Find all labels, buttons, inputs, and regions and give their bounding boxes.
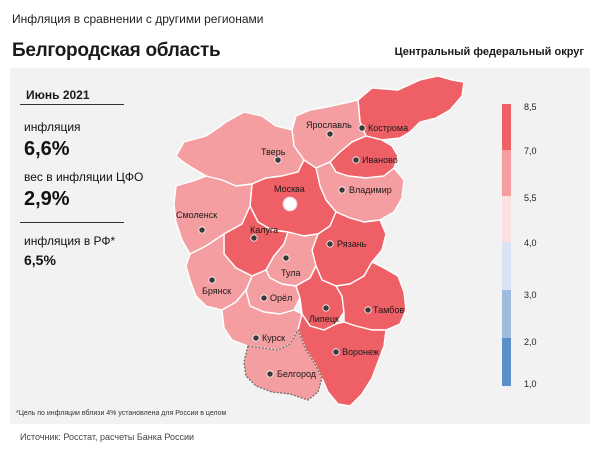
- rf-inflation-label: инфляция в РФ*: [24, 234, 116, 248]
- divider: [20, 222, 124, 223]
- region-tambov[interactable]: [335, 261, 407, 331]
- city-label-bryansk: Брянск: [202, 286, 231, 296]
- city-label-kursk: Курск: [262, 333, 285, 343]
- city-label-oryol: Орёл: [270, 293, 292, 303]
- legend-bin-2: [502, 150, 511, 196]
- city-dot-kaluga: [250, 234, 258, 242]
- city-labels: Ярославль Кострома Тверь Иваново Москва …: [176, 120, 408, 379]
- city-label-lipetsk: Липецк: [309, 314, 339, 324]
- city-dot-tula: [282, 254, 290, 262]
- region-belgorod[interactable]: [243, 329, 323, 401]
- weight-value: 2,9%: [24, 188, 70, 210]
- legend-bin-3: [502, 196, 511, 242]
- city-dot-ivanovo: [352, 156, 360, 164]
- city-markers: [198, 124, 372, 378]
- city-dot-oryol: [260, 294, 268, 302]
- city-label-belgorod: Белгород: [277, 369, 317, 379]
- city-dot-ryazan: [326, 240, 334, 248]
- city-label-kostroma: Кострома: [368, 123, 408, 133]
- city-label-kaluga: Калуга: [250, 225, 278, 235]
- legend-tick-4: 4,0: [524, 238, 537, 248]
- city-label-tver: Тверь: [261, 147, 286, 157]
- footnote: *Цель по инфляции вблизи 4% установлена …: [16, 410, 227, 417]
- city-dot-moscow: [282, 196, 298, 212]
- district-label: Центральный федеральный округ: [394, 46, 584, 58]
- legend-tick-2: 7,0: [524, 146, 537, 156]
- city-dot-yaroslavl: [326, 130, 334, 138]
- city-dot-kursk: [252, 334, 260, 342]
- legend-bin-4: [502, 242, 511, 290]
- map-panel: Ярославль Кострома Тверь Иваново Москва …: [10, 68, 590, 424]
- city-dot-tver: [274, 156, 282, 164]
- region-voronezh[interactable]: [297, 313, 387, 407]
- legend-bin-1: [502, 104, 511, 150]
- city-label-yaroslavl: Ярославль: [306, 120, 352, 130]
- city-label-smolensk: Смоленск: [176, 210, 217, 220]
- region-map: Ярославль Кострома Тверь Иваново Москва …: [173, 75, 537, 407]
- color-legend: 8,5 7,0 5,5 4,0 3,0 2,0 1,0: [502, 102, 537, 389]
- city-label-ivanovo: Иваново: [362, 155, 398, 165]
- city-dot-tambov: [364, 306, 372, 314]
- city-dot-smolensk: [198, 226, 206, 234]
- legend-tick-3: 5,5: [524, 193, 537, 203]
- city-dot-belgorod: [266, 370, 274, 378]
- legend-tick-1: 8,5: [524, 102, 537, 112]
- period-label: Июнь 2021: [26, 88, 90, 102]
- city-dot-vladimir: [338, 186, 346, 194]
- city-label-ryazan: Рязань: [337, 239, 367, 249]
- legend-bin-5: [502, 290, 511, 338]
- city-dot-lipetsk: [322, 304, 330, 312]
- city-label-tula: Тула: [281, 268, 301, 278]
- city-dot-voronezh: [332, 348, 340, 356]
- page-subtitle: Инфляция в сравнении с другими регионами: [12, 12, 264, 26]
- page-title: Белгородская область: [12, 40, 221, 61]
- city-dot-bryansk: [208, 276, 216, 284]
- legend-tick-7: 1,0: [524, 379, 537, 389]
- weight-label: вес в инфляции ЦФО: [24, 170, 144, 184]
- legend-tick-6: 2,0: [524, 337, 537, 347]
- inflation-label: инфляция: [24, 120, 81, 134]
- source-note: Источник: Росстат, расчеты Банка России: [20, 432, 195, 442]
- legend-bin-6: [502, 338, 511, 386]
- rf-inflation-value: 6,5%: [24, 252, 56, 268]
- legend-tick-5: 3,0: [524, 290, 537, 300]
- inflation-value: 6,6%: [24, 138, 70, 160]
- city-label-voronezh: Воронеж: [342, 347, 379, 357]
- city-label-vladimir: Владимир: [349, 185, 392, 195]
- city-label-moscow: Москва: [274, 184, 305, 194]
- city-label-tambov: Тамбов: [373, 305, 404, 315]
- divider: [20, 104, 124, 105]
- city-dot-kostroma: [358, 124, 366, 132]
